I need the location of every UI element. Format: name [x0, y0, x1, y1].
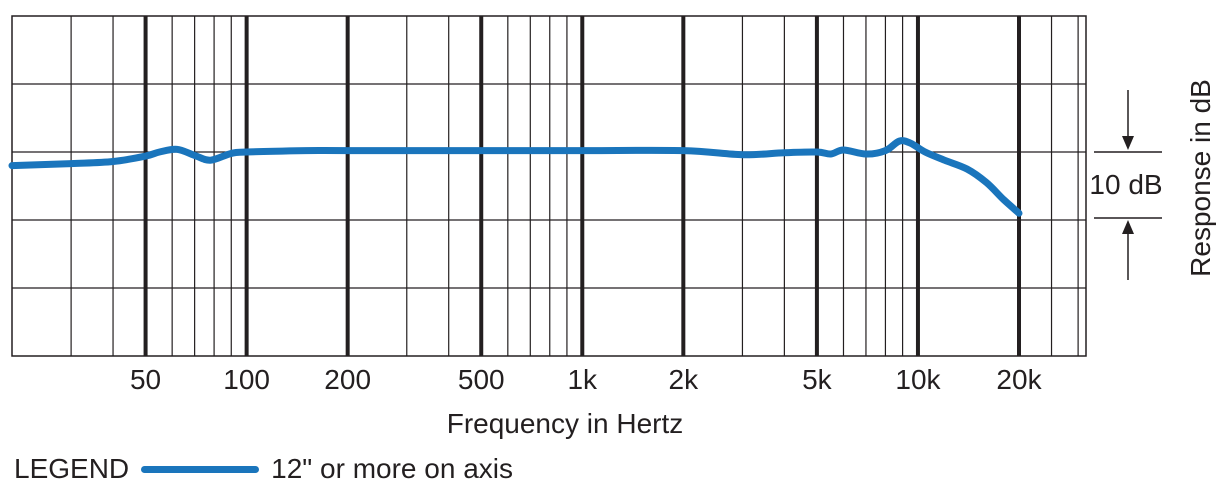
- y-axis-label: Response in dB: [1185, 79, 1216, 277]
- scale-marker-label: 10 dB: [1089, 169, 1162, 200]
- x-tick-label: 500: [458, 364, 505, 395]
- plot-frame: [11, 15, 1087, 357]
- scale-arrow-bottom-head: [1122, 220, 1134, 234]
- x-tick-label: 10k: [895, 364, 941, 395]
- x-tick-label: 1k: [567, 364, 598, 395]
- x-tick-label: 20k: [996, 364, 1042, 395]
- x-tick-labels: 50 100 200 500 1k 2k 5k 10k 20k: [130, 364, 1043, 395]
- legend-prefix: LEGEND: [14, 453, 130, 484]
- legend-series-name: 12" or more on axis: [271, 453, 513, 484]
- series-layer: [8, 137, 1023, 217]
- x-tick-label: 200: [324, 364, 371, 395]
- x-tick-label: 50: [130, 364, 161, 395]
- series-line-12in-on-axis: [8, 137, 1023, 217]
- chart-grid: [11, 15, 1087, 357]
- x-axis-label: Frequency in Hertz: [447, 408, 684, 439]
- legend: LEGEND 12" or more on axis: [14, 452, 513, 486]
- db-scale-marker: 10 dB: [1089, 90, 1163, 280]
- x-tick-label: 100: [223, 364, 270, 395]
- scale-arrow-top-head: [1122, 136, 1134, 150]
- legend-line-swatch: [141, 465, 260, 473]
- x-tick-label: 5k: [802, 364, 833, 395]
- x-tick-label: 2k: [669, 364, 700, 395]
